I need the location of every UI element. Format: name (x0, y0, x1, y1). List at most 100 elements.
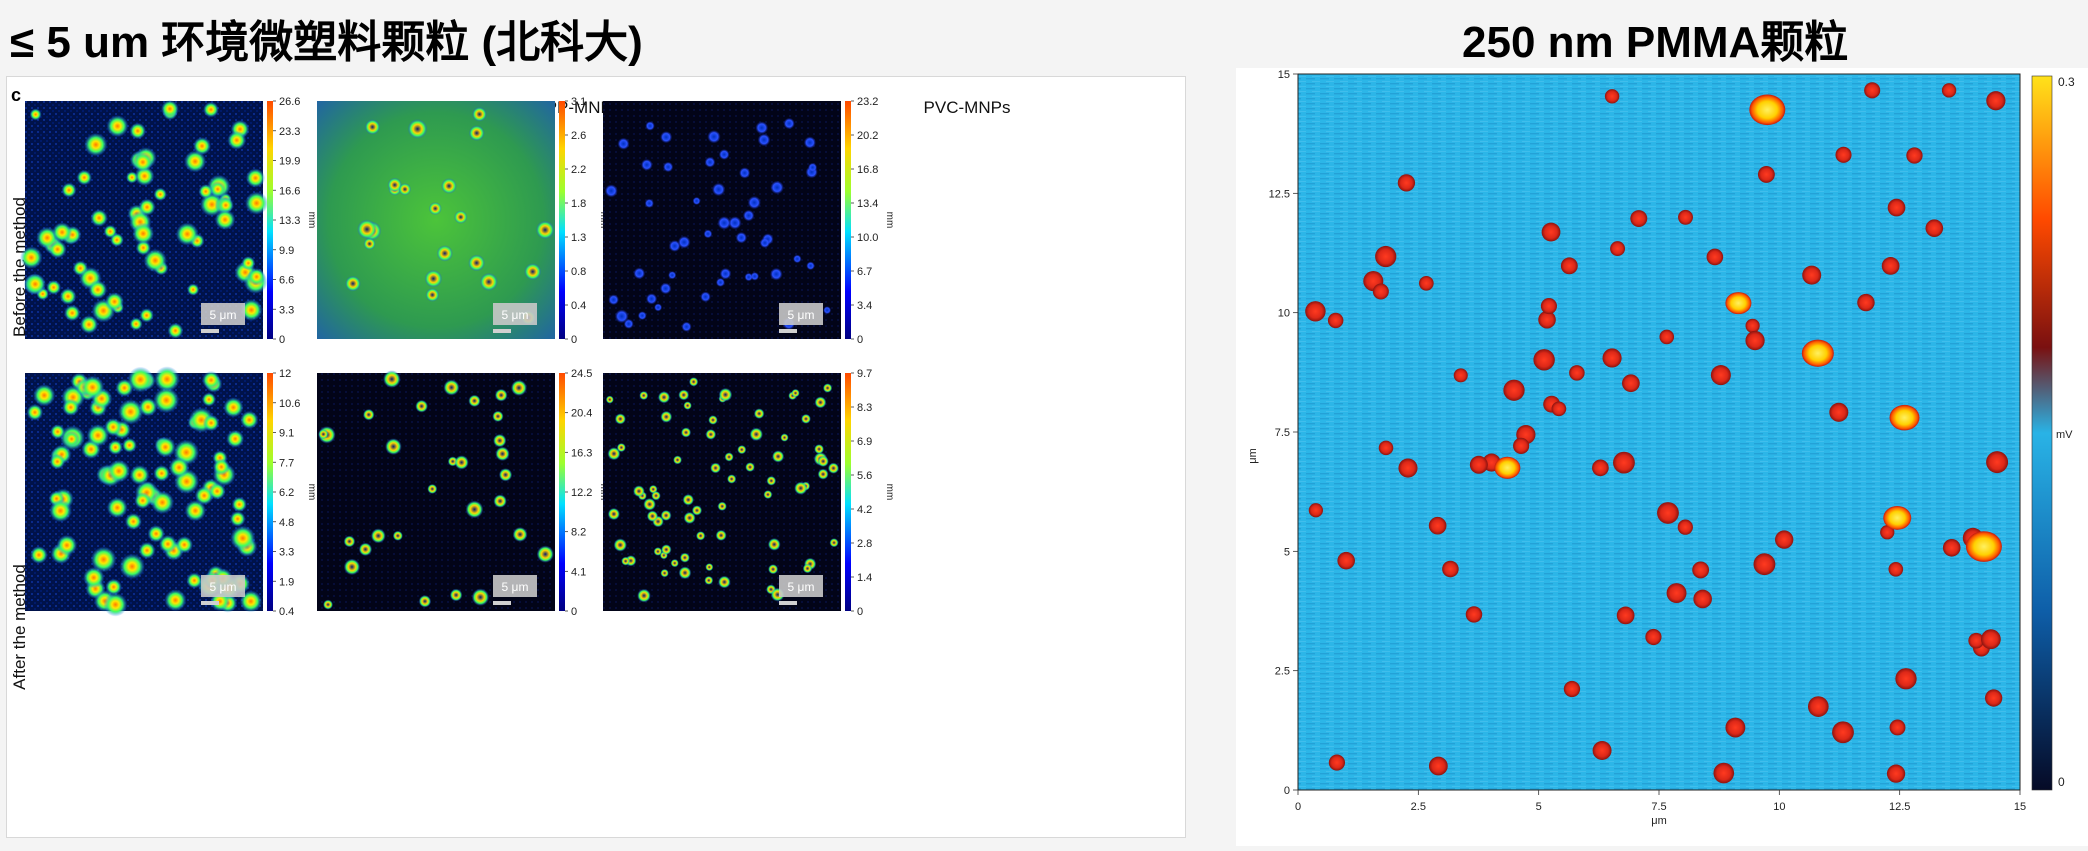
colorbar (267, 101, 273, 339)
x-axis-tick-label: 15 (2014, 801, 2026, 813)
particle-blob (33, 384, 56, 407)
particle-blob (20, 246, 43, 269)
particle-blob (364, 119, 381, 135)
particle-blob (770, 180, 784, 195)
particle-blob (392, 530, 403, 541)
scale-bar-label: 5 μm (788, 308, 815, 322)
particle-blob (660, 509, 672, 521)
scale-bar (493, 601, 511, 605)
particle-blob (783, 117, 795, 130)
pmma-particle (1710, 365, 1731, 386)
particle-blob (212, 458, 230, 476)
particle-blob (718, 149, 730, 160)
pmma-particle (1442, 560, 1459, 578)
particle-blob (187, 283, 200, 296)
particle-blob (229, 511, 246, 527)
colorbar-tick-label: 26.6 (279, 96, 300, 108)
colorbar-unit: mm (306, 212, 317, 229)
particle-blob (780, 433, 789, 442)
particle-blob (132, 152, 153, 173)
particle-blob (436, 245, 453, 262)
particle-blob (90, 209, 108, 227)
particle-blob (107, 459, 131, 483)
particle-blob (135, 240, 151, 256)
colorbar-tick-label: 23.3 (279, 126, 300, 138)
particle-blob (387, 177, 402, 193)
y-axis-tick-label: 2.5 (1275, 666, 1290, 678)
pmma-particle-bright (1883, 506, 1912, 530)
left-figure-svg: c PET-MNPs PP-MNPs PVC-MNPs Before the m… (10, 85, 1010, 690)
particle-blob (494, 388, 508, 402)
x-axis-tick-label: 12.5 (1889, 801, 1910, 813)
scale-bar-box (779, 303, 823, 325)
particle-blob (738, 167, 751, 179)
particle-blob (621, 556, 631, 566)
scale-bar-box (493, 303, 537, 325)
particle-blob (124, 513, 142, 530)
pmma-particle (1372, 283, 1389, 300)
particle-blob (155, 436, 176, 458)
particle-blob (680, 427, 692, 438)
pmma-particle (1677, 519, 1693, 535)
scale-bar (779, 601, 797, 605)
pmma-particle (1906, 147, 1923, 164)
colorbar-tick-label: 2.6 (571, 130, 586, 142)
particle-blob (105, 292, 124, 312)
particle-blob (695, 531, 706, 541)
pmma-particle-layer (1305, 82, 2009, 784)
particle-blob (168, 457, 190, 478)
particle-blob (193, 137, 212, 155)
pmma-particle (1469, 455, 1488, 474)
pmma-particle (1666, 583, 1687, 604)
particle-blob (427, 483, 438, 494)
scale-bar (201, 601, 219, 605)
pmma-particle-bright (1494, 456, 1521, 479)
particle-blob (184, 150, 207, 173)
pmma-particle (1569, 365, 1585, 381)
particle-blob (759, 237, 771, 249)
colorbar-tick-label: 0 (571, 606, 577, 618)
particle-blob (425, 288, 440, 302)
pmma-particle-bright (1801, 339, 1834, 367)
particle-blob (358, 542, 373, 557)
colorbar-tick-label: 6.2 (279, 487, 294, 499)
colorbar-tick-label: 5.6 (857, 470, 872, 482)
pmma-particle (1941, 83, 1957, 98)
colorbar-min-tick: 0 (2058, 775, 2065, 789)
particle-blob (418, 595, 432, 608)
colorbar-tick-label: 0.4 (279, 606, 294, 618)
particle-blob (604, 184, 618, 198)
colorbar-unit: mm (306, 484, 317, 501)
scale-bar-box (201, 575, 245, 597)
pmma-particle (1802, 265, 1822, 285)
particle-blob (711, 182, 726, 197)
pmma-particle (1419, 275, 1434, 291)
pmma-particle (1835, 146, 1852, 163)
particle-blob (226, 429, 245, 448)
particle-blob (737, 445, 747, 455)
particle-blob (164, 589, 187, 612)
colorbar-tick-label: 16.3 (571, 447, 592, 459)
particle-blob (175, 536, 193, 554)
colorbar-tick-label: 10.6 (279, 398, 300, 410)
pmma-particle (1645, 628, 1662, 646)
colorbar-tick-label: 8.3 (857, 402, 872, 414)
particle-blob (633, 485, 645, 498)
particle-blob (441, 178, 457, 194)
colorbar-tick-label: 6.7 (857, 266, 872, 278)
particle-blob (318, 429, 329, 440)
pmma-particle (1613, 451, 1635, 474)
colorbar-tick-label: 1.3 (571, 232, 586, 244)
particle-blob (230, 525, 256, 551)
y-axis-tick-label: 15 (1278, 69, 1290, 81)
colorbar-tick-label: 0 (571, 334, 577, 346)
particle-blob (692, 196, 701, 206)
pmma-particle (1807, 696, 1829, 717)
particle-blob (683, 511, 696, 524)
particle-blob (792, 254, 802, 264)
particle-blob (705, 429, 717, 440)
pmma-particle (1832, 721, 1854, 744)
colorbar-tick-label: 2.2 (571, 164, 586, 176)
colorbar-tick-label: 16.6 (279, 185, 300, 197)
particle-blob (198, 184, 214, 199)
